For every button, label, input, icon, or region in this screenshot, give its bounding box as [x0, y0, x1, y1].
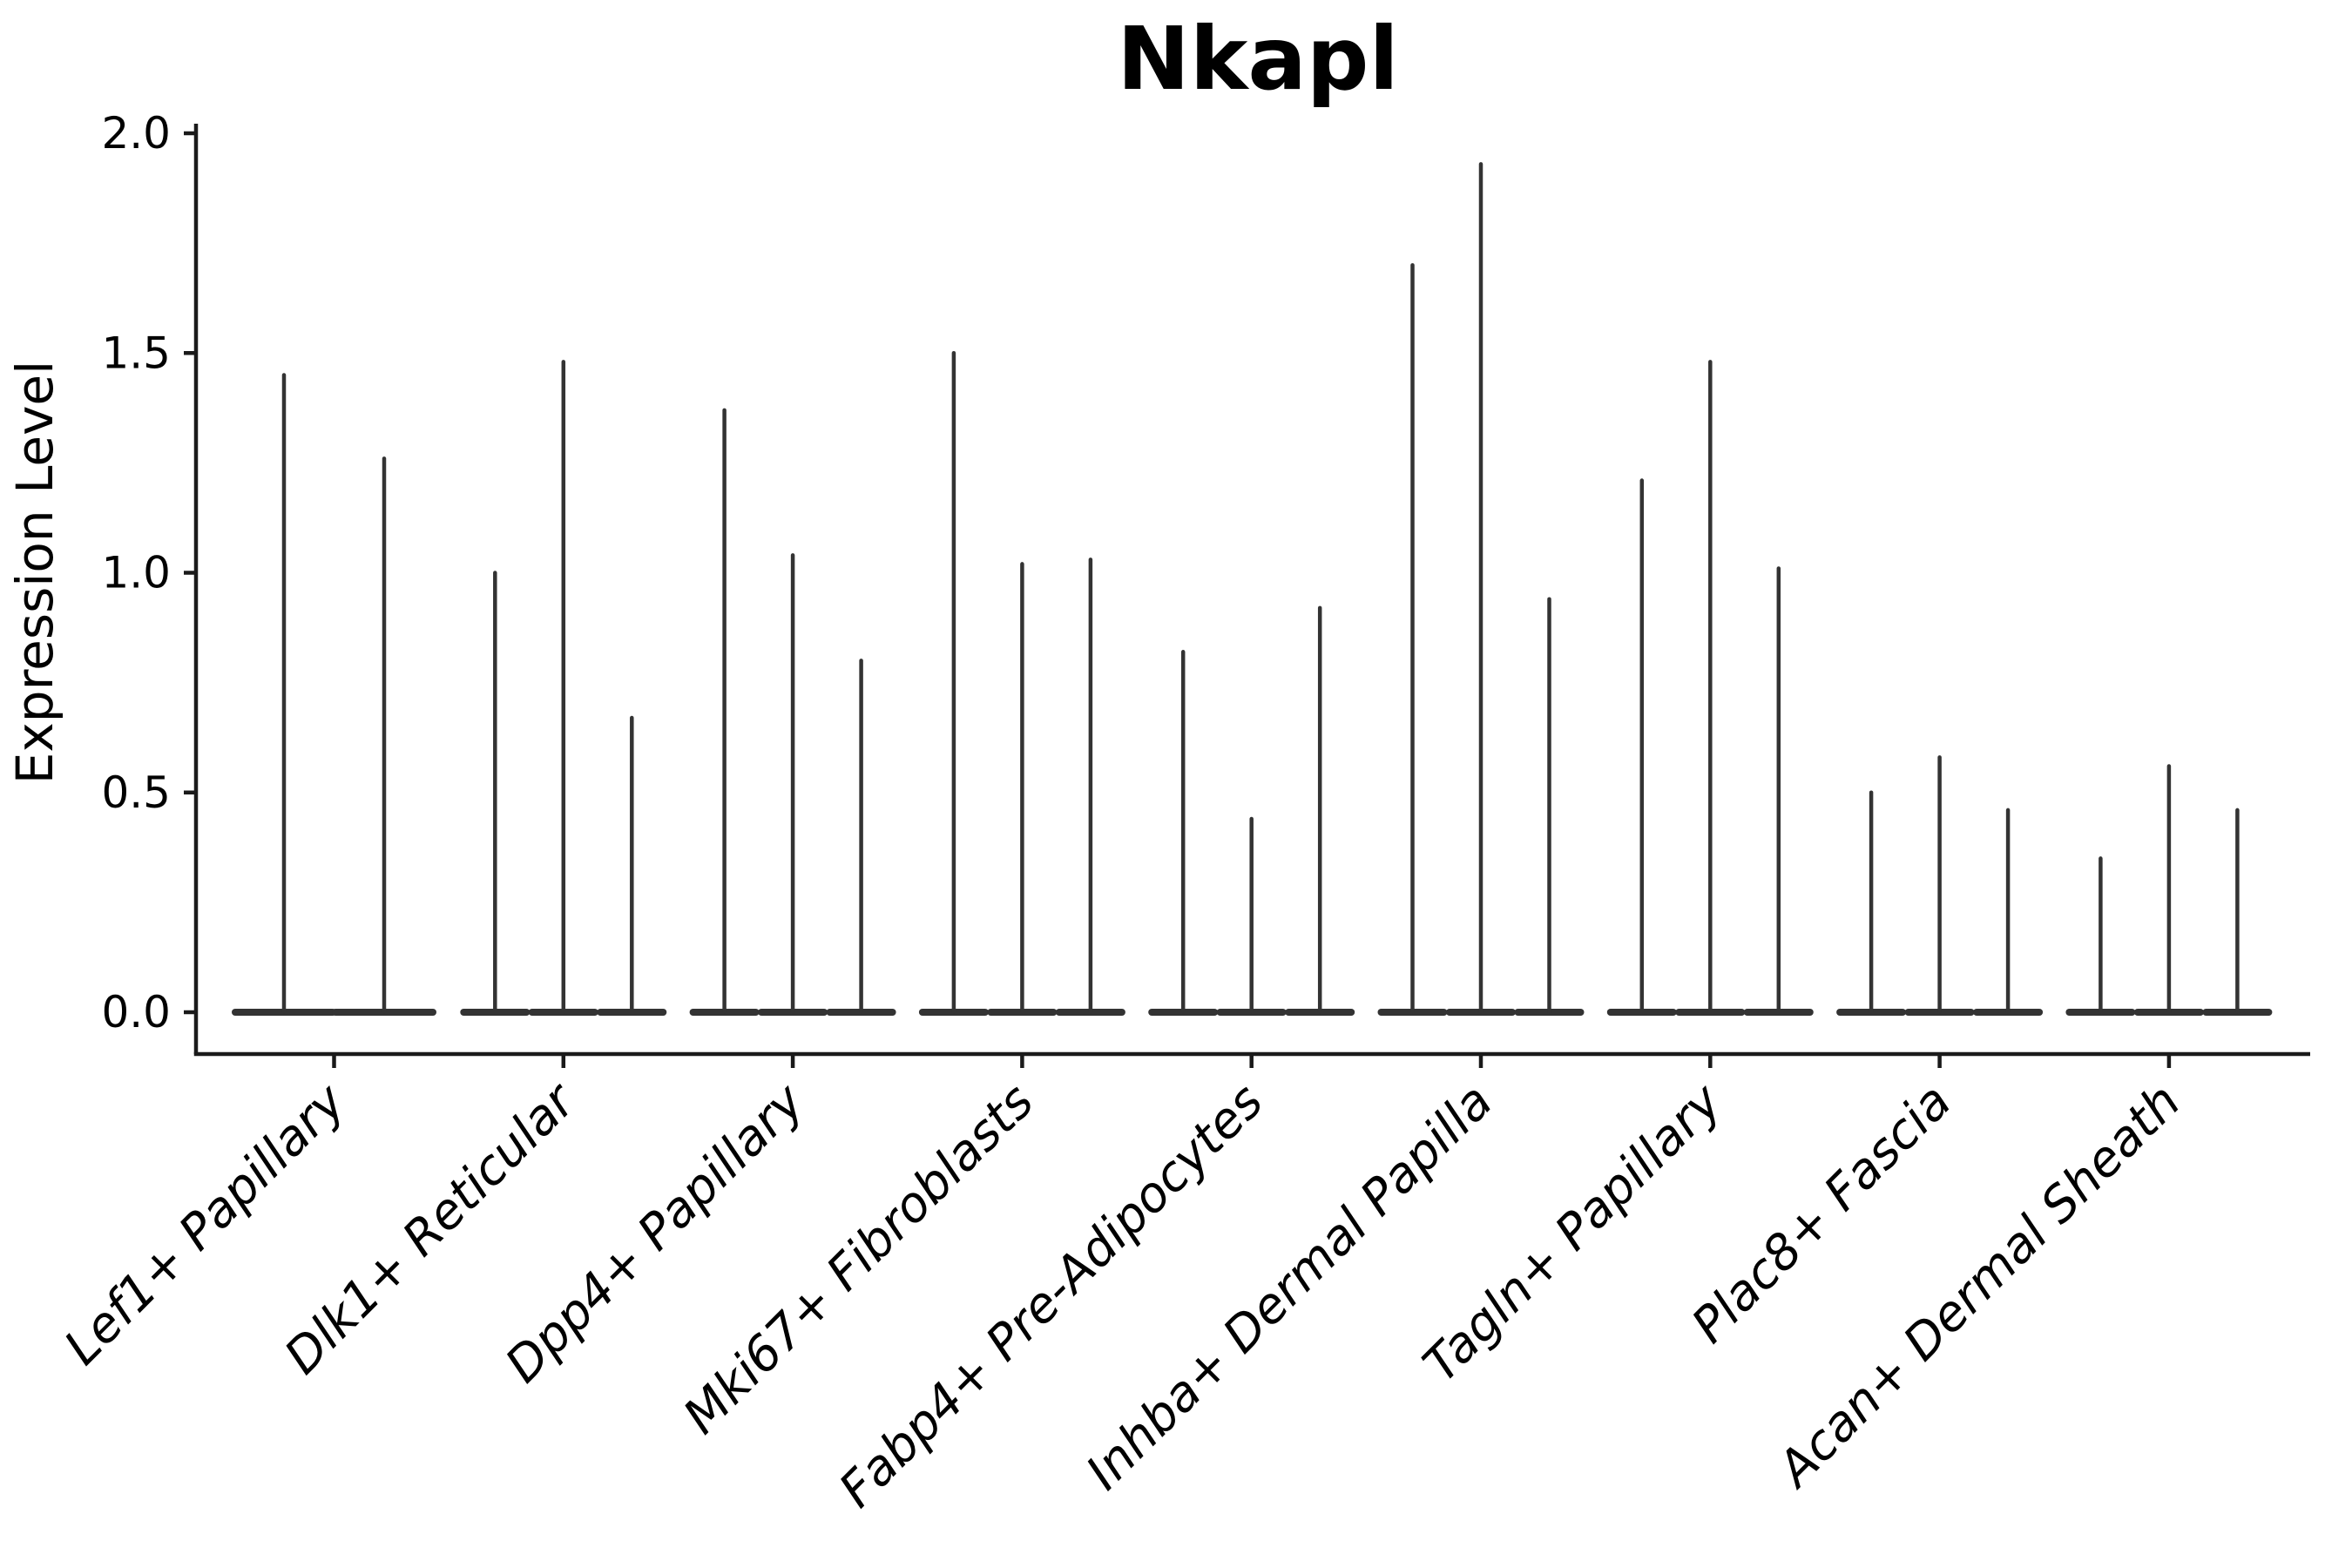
y-tick-label: 1.0 — [101, 548, 171, 598]
violin-layer — [232, 162, 2273, 1016]
y-tick-label: 1.5 — [101, 328, 171, 378]
y-tick-label: 0.0 — [101, 987, 171, 1037]
y-tick-label: 2.0 — [101, 108, 171, 159]
x-tick-label: Fabp4+ Pre-Adipocytes — [828, 1073, 1274, 1518]
x-tick-label: Acan+ Dermal Sheath — [1766, 1073, 2192, 1499]
y-axis-label: Expression Level — [5, 361, 64, 784]
y-tick-label: 0.5 — [101, 767, 171, 818]
x-tick-label: Inhba+ Dermal Papilla — [1076, 1073, 1504, 1501]
plot-title: Nkapl — [1117, 8, 1399, 110]
